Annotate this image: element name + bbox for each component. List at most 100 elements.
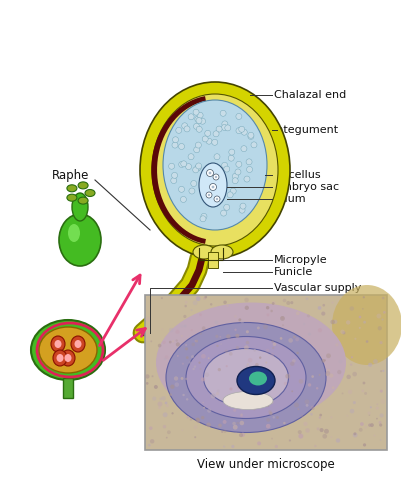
Circle shape	[377, 326, 381, 330]
Ellipse shape	[235, 161, 241, 167]
Circle shape	[304, 428, 309, 433]
Circle shape	[266, 313, 269, 316]
Circle shape	[353, 338, 356, 340]
Circle shape	[282, 299, 286, 302]
Circle shape	[158, 406, 160, 409]
Circle shape	[379, 390, 382, 393]
Circle shape	[378, 421, 381, 424]
Ellipse shape	[208, 195, 214, 201]
Circle shape	[164, 358, 166, 360]
Circle shape	[235, 393, 239, 397]
Circle shape	[305, 404, 308, 407]
Circle shape	[262, 324, 267, 329]
Circle shape	[297, 430, 301, 434]
Ellipse shape	[200, 214, 207, 220]
Circle shape	[349, 363, 352, 366]
Circle shape	[184, 344, 187, 346]
Circle shape	[367, 363, 371, 367]
Circle shape	[317, 306, 321, 310]
Circle shape	[258, 356, 261, 359]
Ellipse shape	[213, 185, 219, 191]
Ellipse shape	[61, 350, 75, 366]
Circle shape	[330, 301, 333, 304]
Circle shape	[235, 334, 239, 338]
Circle shape	[205, 192, 211, 198]
Circle shape	[247, 372, 251, 376]
Circle shape	[265, 306, 269, 309]
Circle shape	[379, 399, 384, 404]
Circle shape	[248, 366, 251, 369]
Circle shape	[326, 369, 329, 372]
Ellipse shape	[227, 192, 233, 198]
Ellipse shape	[204, 130, 210, 136]
Circle shape	[271, 340, 273, 343]
Circle shape	[175, 330, 179, 334]
Circle shape	[216, 389, 219, 392]
Circle shape	[181, 363, 184, 365]
Circle shape	[253, 370, 255, 372]
Ellipse shape	[168, 163, 174, 169]
Ellipse shape	[181, 123, 187, 129]
Text: Micropyle: Micropyle	[273, 255, 327, 265]
Circle shape	[294, 337, 298, 341]
Circle shape	[199, 368, 201, 370]
Circle shape	[298, 434, 303, 439]
Circle shape	[240, 433, 244, 437]
Ellipse shape	[64, 354, 71, 362]
Circle shape	[267, 410, 271, 414]
Ellipse shape	[180, 197, 186, 203]
Circle shape	[317, 328, 321, 332]
Circle shape	[233, 409, 236, 412]
Circle shape	[211, 186, 214, 189]
Circle shape	[160, 297, 162, 299]
Ellipse shape	[195, 142, 201, 148]
Circle shape	[221, 431, 223, 433]
Circle shape	[362, 443, 365, 447]
Text: Funicle: Funicle	[273, 267, 312, 277]
Circle shape	[199, 332, 202, 335]
Ellipse shape	[213, 154, 219, 160]
Circle shape	[352, 401, 355, 404]
Circle shape	[347, 390, 351, 394]
Ellipse shape	[172, 137, 178, 143]
Circle shape	[209, 303, 212, 305]
Circle shape	[184, 378, 187, 380]
Circle shape	[185, 356, 188, 359]
Circle shape	[180, 335, 182, 337]
Circle shape	[266, 405, 269, 407]
Ellipse shape	[162, 100, 266, 230]
Circle shape	[194, 436, 196, 438]
Ellipse shape	[232, 173, 238, 179]
Ellipse shape	[67, 185, 77, 192]
Circle shape	[381, 297, 384, 299]
Circle shape	[341, 331, 344, 334]
Circle shape	[269, 412, 272, 415]
Circle shape	[180, 377, 183, 380]
Ellipse shape	[178, 186, 184, 192]
Ellipse shape	[223, 166, 229, 172]
Ellipse shape	[200, 177, 206, 183]
Circle shape	[307, 332, 310, 336]
Circle shape	[365, 340, 367, 343]
Ellipse shape	[71, 336, 85, 352]
Ellipse shape	[220, 186, 226, 192]
Circle shape	[324, 371, 329, 376]
Circle shape	[270, 353, 273, 356]
Circle shape	[252, 389, 256, 393]
Ellipse shape	[196, 126, 202, 132]
Circle shape	[318, 374, 320, 376]
Circle shape	[204, 372, 209, 377]
Ellipse shape	[57, 354, 63, 362]
Circle shape	[254, 363, 258, 367]
Circle shape	[265, 349, 269, 353]
Circle shape	[214, 176, 217, 178]
Circle shape	[171, 412, 173, 415]
Circle shape	[206, 423, 211, 427]
Ellipse shape	[240, 146, 246, 152]
Circle shape	[367, 424, 371, 427]
Circle shape	[338, 359, 342, 364]
Circle shape	[265, 424, 270, 429]
Circle shape	[272, 416, 274, 419]
Ellipse shape	[186, 336, 305, 419]
Ellipse shape	[190, 181, 196, 187]
